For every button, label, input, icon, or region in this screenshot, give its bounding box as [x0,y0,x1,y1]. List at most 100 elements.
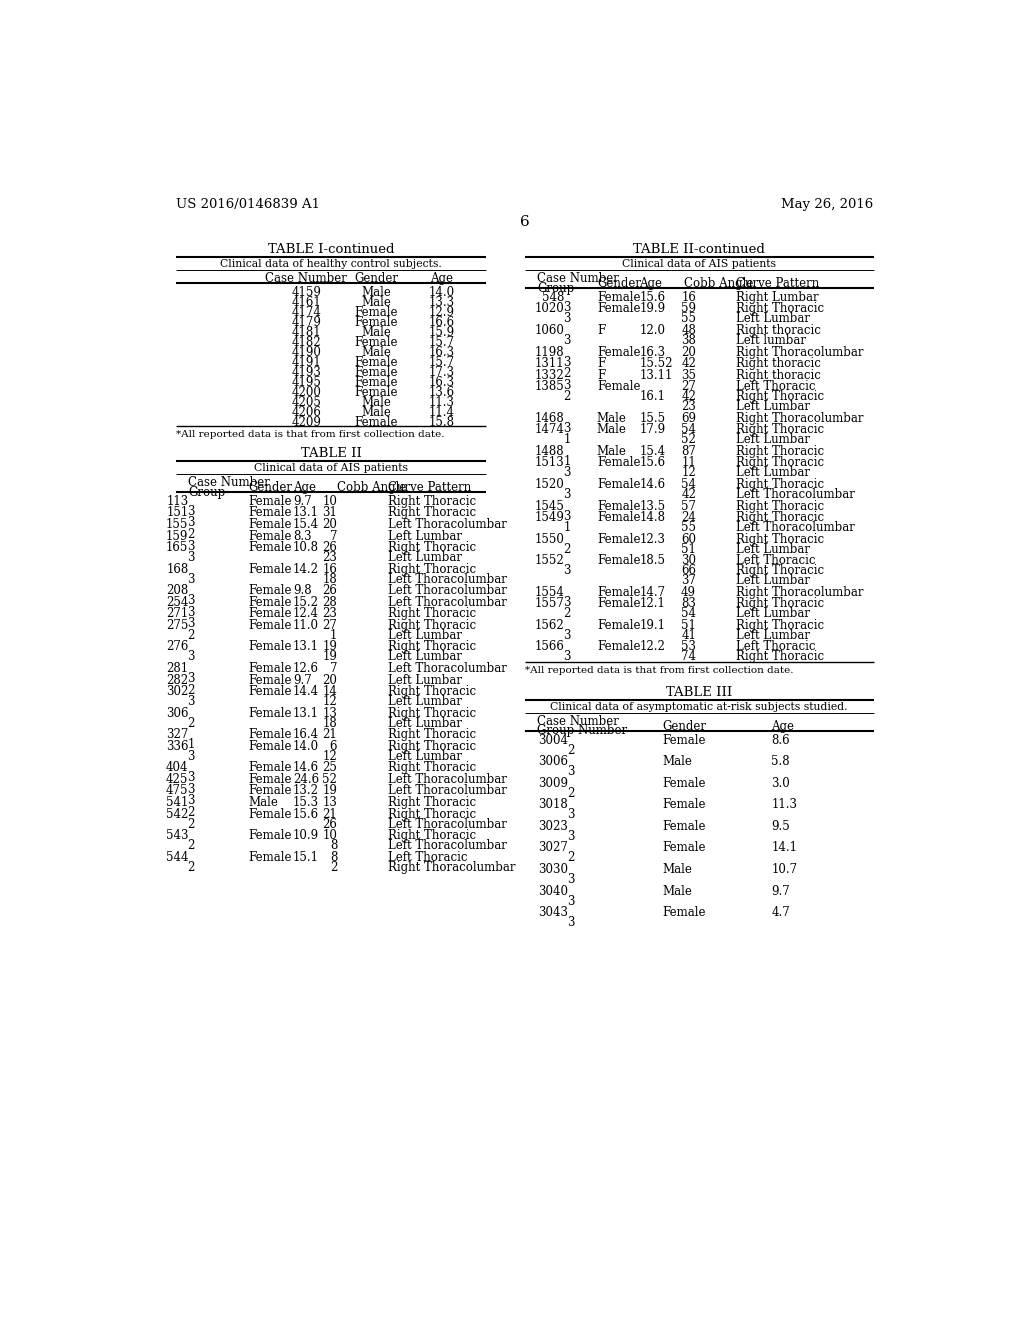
Text: Female: Female [248,517,292,531]
Text: 24: 24 [681,511,696,524]
Text: Male: Male [663,755,692,768]
Text: Cobb Angle: Cobb Angle [337,480,407,494]
Text: F: F [597,323,605,337]
Text: 1545: 1545 [535,499,564,512]
Text: Left Lumbar: Left Lumbar [736,607,810,620]
Text: Right Thoracic: Right Thoracic [388,808,476,821]
Text: Right Thoracic: Right Thoracic [388,796,476,809]
Text: 13.1: 13.1 [293,706,319,719]
Text: 51: 51 [681,543,696,556]
Text: Left Lumbar: Left Lumbar [388,628,462,642]
Text: Female: Female [354,317,397,329]
Text: 12.2: 12.2 [640,640,666,653]
Text: 23: 23 [323,607,337,620]
Text: 404: 404 [166,762,188,775]
Text: 38: 38 [681,334,696,347]
Text: 3: 3 [563,334,570,347]
Text: 2: 2 [187,528,195,541]
Text: 15.52: 15.52 [640,358,673,370]
Text: 49: 49 [681,586,696,599]
Text: 87: 87 [681,445,696,458]
Text: 55: 55 [681,521,696,535]
Text: *All reported data is that from first collection date.: *All reported data is that from first co… [524,665,794,675]
Text: Male: Male [361,396,391,409]
Text: 3: 3 [187,783,195,796]
Text: 159: 159 [166,529,188,543]
Text: 1: 1 [187,738,195,751]
Text: 14.2: 14.2 [293,562,319,576]
Text: 7: 7 [330,663,337,675]
Text: TABLE II: TABLE II [301,447,361,461]
Text: 12.6: 12.6 [293,663,319,675]
Text: 1: 1 [563,433,570,446]
Text: 21: 21 [323,729,337,742]
Text: 19.1: 19.1 [640,619,666,632]
Text: 15.7: 15.7 [429,356,455,370]
Text: Female: Female [248,685,292,698]
Text: 19.9: 19.9 [640,302,666,315]
Text: 2: 2 [563,367,570,380]
Text: 10.9: 10.9 [293,829,319,842]
Text: 14.7: 14.7 [640,586,666,599]
Text: 18.5: 18.5 [640,554,666,568]
Text: Female: Female [597,290,640,304]
Text: Left Lumbar: Left Lumbar [388,750,462,763]
Text: 13.1: 13.1 [293,640,319,653]
Text: 4209: 4209 [291,416,322,429]
Text: Right Thoracic: Right Thoracic [388,541,476,554]
Text: 11.3: 11.3 [429,396,455,409]
Text: 3: 3 [187,594,195,607]
Text: 1385: 1385 [535,380,564,393]
Text: 14.8: 14.8 [640,511,666,524]
Text: 2: 2 [187,684,195,697]
Text: 17.9: 17.9 [640,424,666,437]
Text: 3: 3 [563,313,570,326]
Text: Case Number: Case Number [538,272,620,285]
Text: 11.3: 11.3 [771,799,798,812]
Text: 254: 254 [166,595,188,609]
Text: 19: 19 [323,784,337,797]
Text: Clinical data of AIS patients: Clinical data of AIS patients [623,259,776,269]
Text: Right Thoracic: Right Thoracic [388,706,476,719]
Text: Left Thoracolumbar: Left Thoracolumbar [388,595,507,609]
Text: 3: 3 [563,466,570,479]
Text: Left Thoracolumbar: Left Thoracolumbar [736,488,855,502]
Text: 3: 3 [567,895,574,908]
Text: 3: 3 [187,516,195,529]
Text: 52: 52 [681,433,696,446]
Text: 42: 42 [681,488,696,502]
Text: Female: Female [248,507,292,520]
Text: 1554: 1554 [535,586,564,599]
Text: Female: Female [248,850,292,863]
Text: 24.6: 24.6 [293,774,319,785]
Text: Female: Female [248,673,292,686]
Text: 11: 11 [681,457,696,470]
Text: 14.0: 14.0 [293,739,319,752]
Text: 3: 3 [187,672,195,685]
Text: Left Thoracolumbar: Left Thoracolumbar [388,817,507,830]
Text: 4179: 4179 [291,317,322,329]
Text: 3: 3 [187,696,195,708]
Text: US 2016/0146839 A1: US 2016/0146839 A1 [176,198,321,211]
Text: 6: 6 [520,215,529,230]
Text: Female: Female [663,776,707,789]
Text: 4.7: 4.7 [771,906,790,919]
Text: 12: 12 [323,750,337,763]
Text: 15.6: 15.6 [293,808,319,821]
Text: 2: 2 [567,851,574,865]
Text: 1488: 1488 [535,445,564,458]
Text: Female: Female [248,706,292,719]
Text: Female: Female [597,511,640,524]
Text: 2: 2 [563,391,570,403]
Text: Right Thoracic: Right Thoracic [736,302,824,315]
Text: 28: 28 [323,595,337,609]
Text: 4182: 4182 [292,337,322,350]
Text: 23: 23 [323,552,337,564]
Text: Right Thoracic: Right Thoracic [736,499,824,512]
Text: 165: 165 [166,541,188,554]
Text: 1474: 1474 [535,424,564,437]
Text: 155: 155 [166,517,188,531]
Text: 276: 276 [166,640,188,653]
Text: Female: Female [248,774,292,785]
Text: Left Lumbar: Left Lumbar [736,574,810,587]
